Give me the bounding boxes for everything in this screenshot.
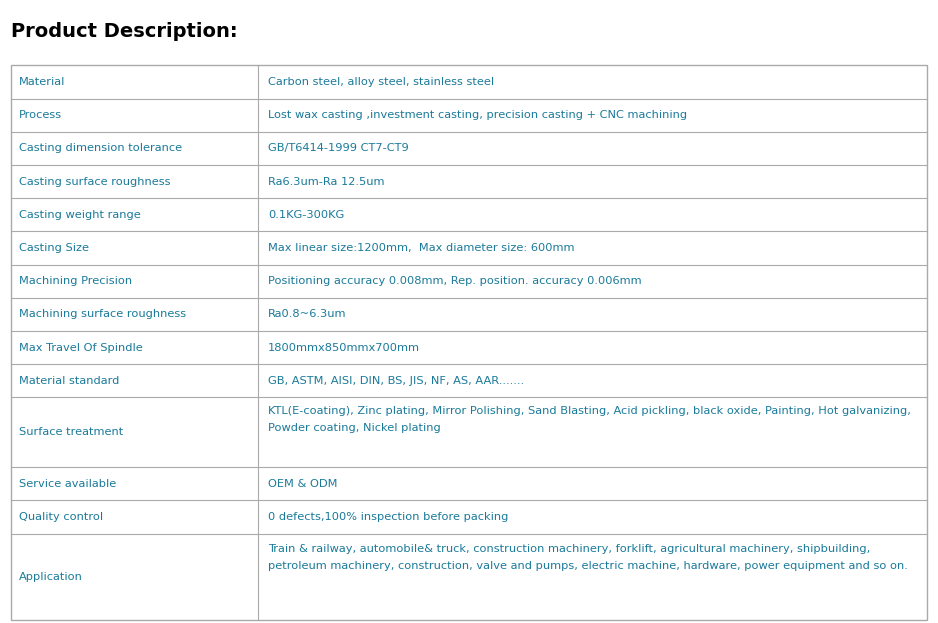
Text: KTL(E-coating), Zinc plating, Mirror Polishing, Sand Blasting, Acid pickling, bl: KTL(E-coating), Zinc plating, Mirror Pol… [268, 406, 911, 433]
Text: Carbon steel, alloy steel, stainless steel: Carbon steel, alloy steel, stainless ste… [268, 77, 494, 87]
Text: Product Description:: Product Description: [11, 22, 238, 40]
Text: Casting surface roughness: Casting surface roughness [19, 177, 171, 187]
Text: Ra6.3um-Ra 12.5um: Ra6.3um-Ra 12.5um [268, 177, 385, 187]
Text: Max linear size:1200mm,  Max diameter size: 600mm: Max linear size:1200mm, Max diameter siz… [268, 243, 574, 253]
Text: Casting weight range: Casting weight range [19, 210, 141, 220]
Text: Quality control: Quality control [19, 512, 103, 522]
Text: Train & railway, automobile& truck, construction machinery, forklift, agricultur: Train & railway, automobile& truck, cons… [268, 544, 908, 571]
Text: Casting dimension tolerance: Casting dimension tolerance [19, 143, 182, 153]
Text: Service available: Service available [19, 478, 116, 489]
Text: OEM & ODM: OEM & ODM [268, 478, 338, 489]
Text: 0 defects,100% inspection before packing: 0 defects,100% inspection before packing [268, 512, 508, 522]
Text: Lost wax casting ,investment casting, precision casting + CNC machining: Lost wax casting ,investment casting, pr… [268, 110, 687, 120]
Text: Ra0.8~6.3um: Ra0.8~6.3um [268, 310, 346, 320]
Text: Machining Precision: Machining Precision [19, 276, 132, 286]
Text: 0.1KG-300KG: 0.1KG-300KG [268, 210, 344, 220]
Text: 1800mmx850mmx700mm: 1800mmx850mmx700mm [268, 343, 420, 353]
Text: Material standard: Material standard [19, 376, 119, 386]
Text: GB/T6414-1999 CT7-CT9: GB/T6414-1999 CT7-CT9 [268, 143, 409, 153]
Text: Positioning accuracy 0.008mm, Rep. position. accuracy 0.006mm: Positioning accuracy 0.008mm, Rep. posit… [268, 276, 642, 286]
Text: Casting Size: Casting Size [19, 243, 89, 253]
Text: GB, ASTM, AISI, DIN, BS, JIS, NF, AS, AAR.......: GB, ASTM, AISI, DIN, BS, JIS, NF, AS, AA… [268, 376, 524, 386]
Text: Machining surface roughness: Machining surface roughness [19, 310, 186, 320]
Text: Max Travel Of Spindle: Max Travel Of Spindle [19, 343, 143, 353]
Bar [11, 65, 927, 620]
Text: Application: Application [19, 572, 83, 582]
Text: Process: Process [19, 110, 62, 120]
Text: Surface treatment: Surface treatment [19, 427, 123, 437]
Text: Material: Material [19, 77, 65, 87]
